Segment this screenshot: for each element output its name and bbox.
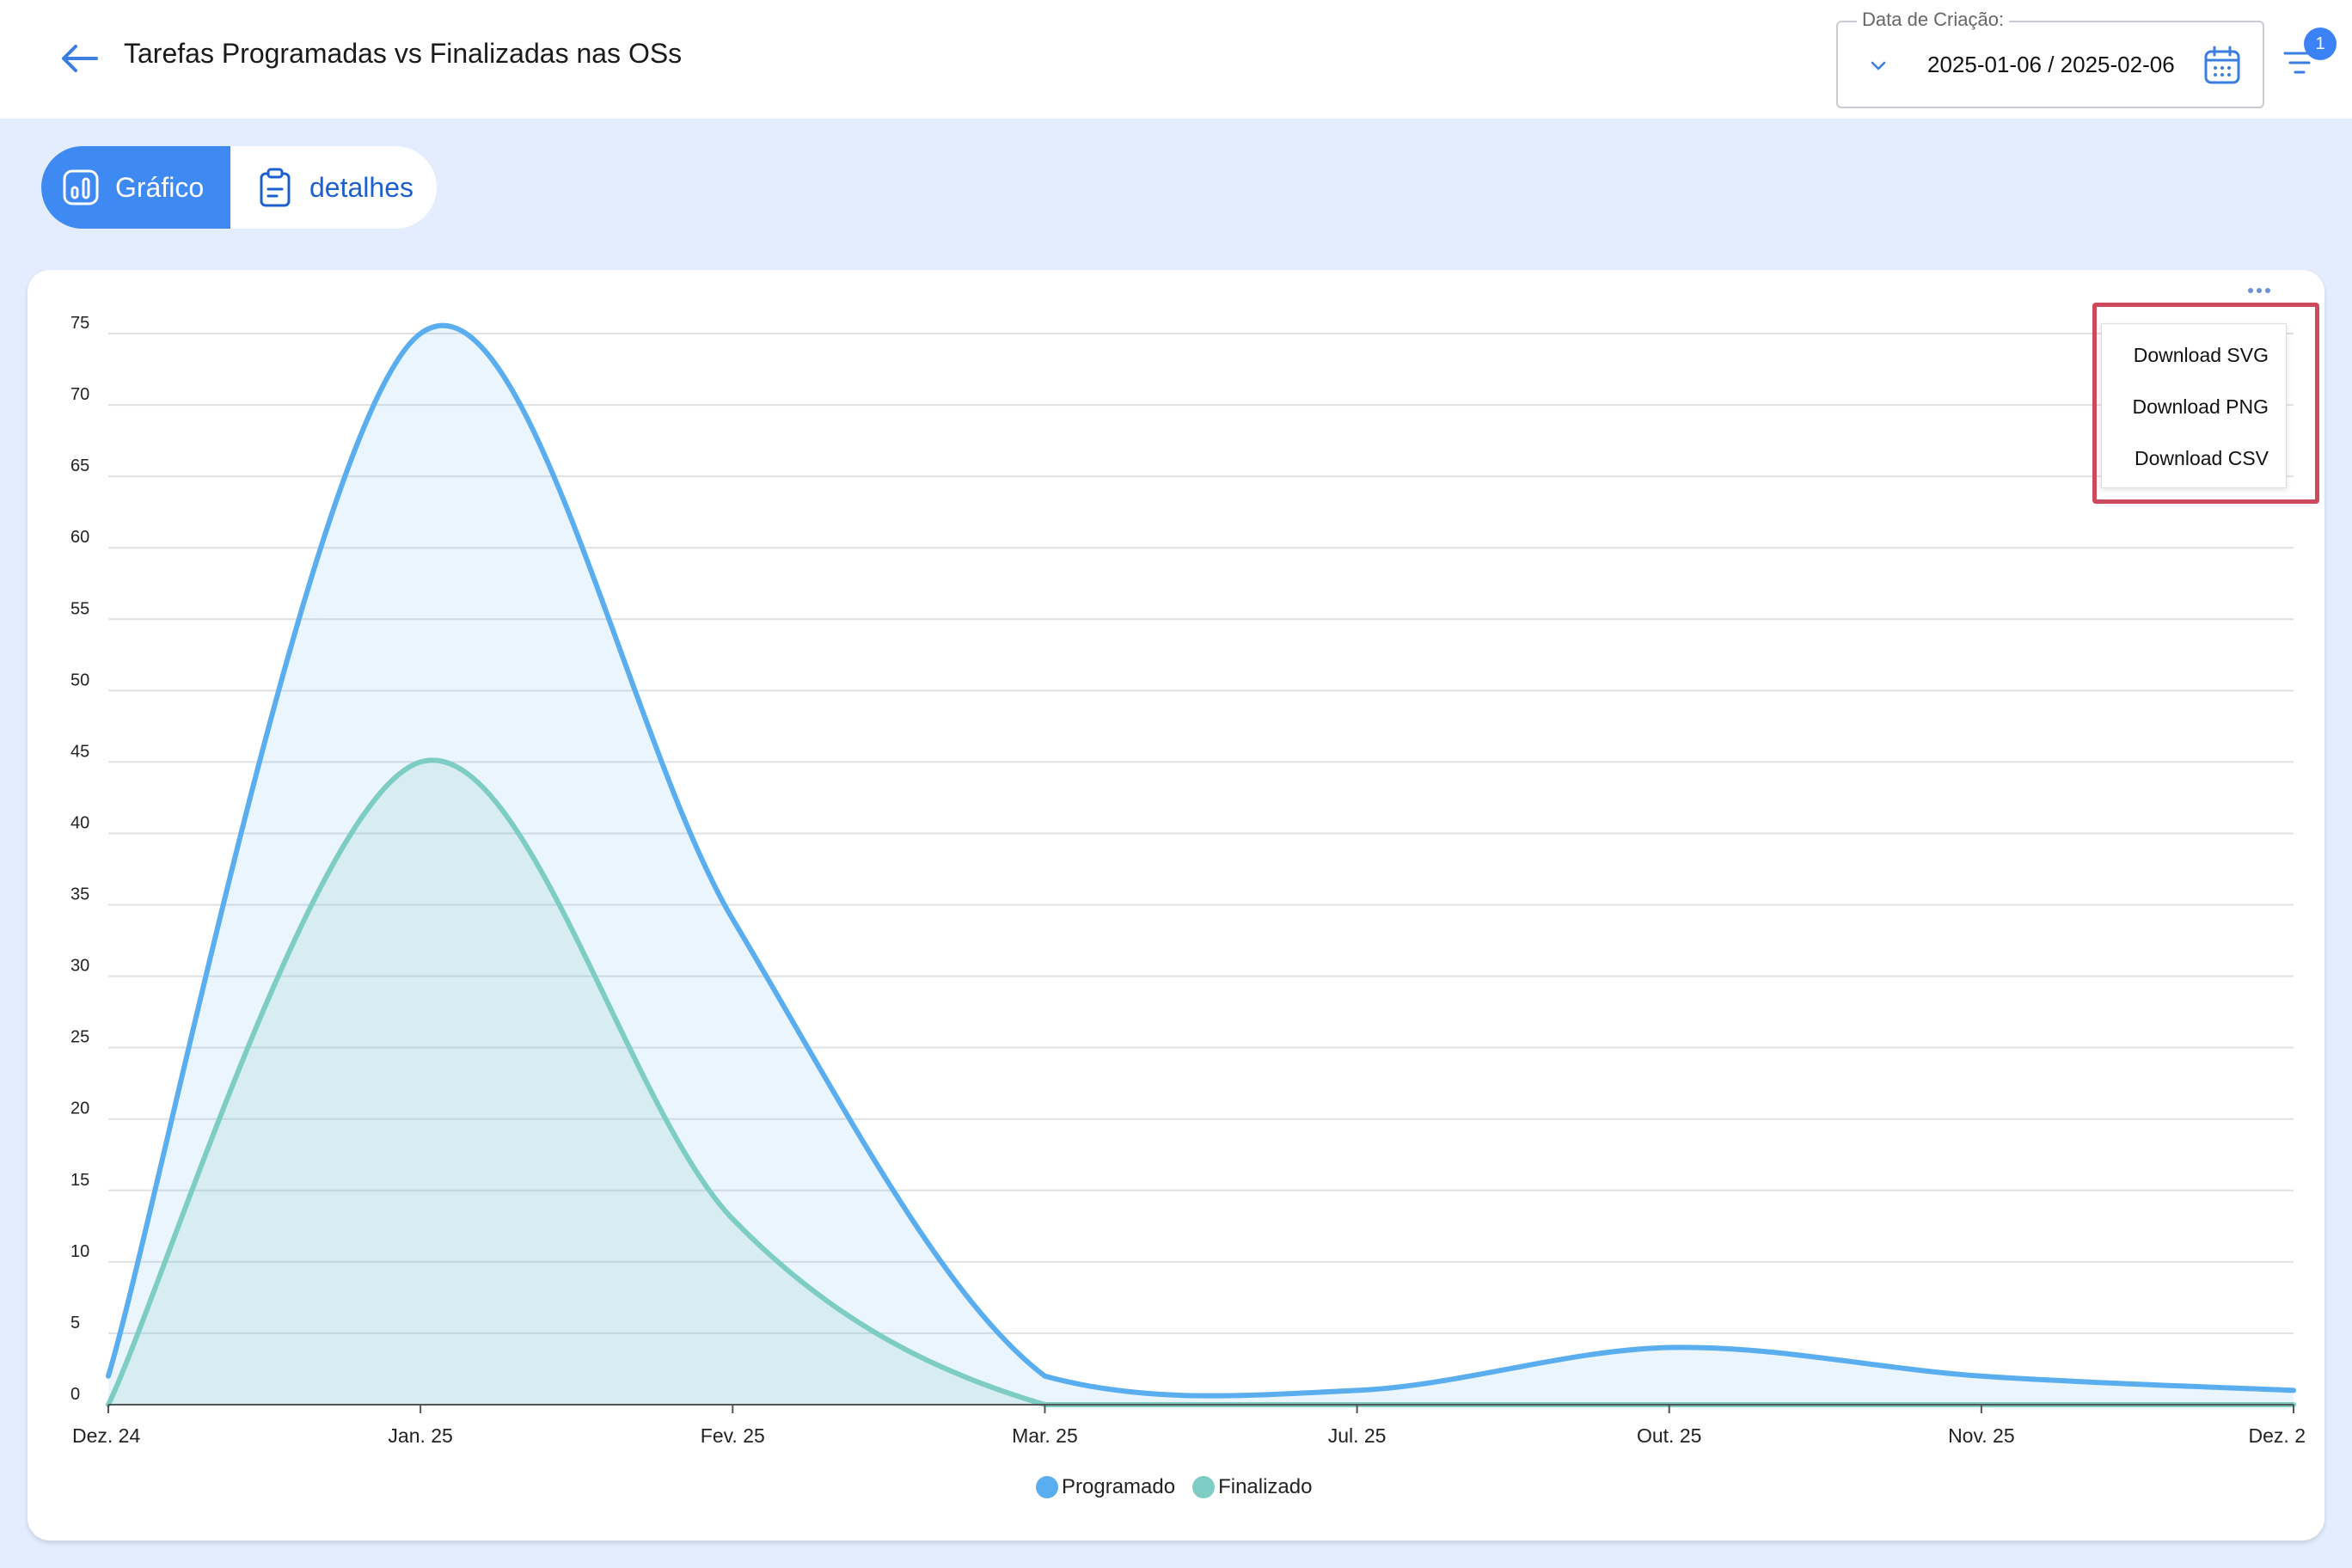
x-tick-label: Dez. 24 (72, 1424, 140, 1447)
legend-item-finalizado[interactable]: Finalizado (1192, 1475, 1312, 1499)
area-programado (108, 325, 2294, 1405)
chart-legend: Programado Finalizado (1036, 1475, 1329, 1499)
tab-detalhes[interactable]: detalhes (230, 146, 437, 229)
y-tick-label: 0 (70, 1385, 80, 1404)
y-tick-label: 10 (70, 1242, 89, 1261)
tab-detalhes-label: detalhes (309, 171, 413, 203)
clipboard-icon (260, 168, 291, 207)
chart-menu-icon[interactable] (2245, 284, 2273, 301)
page-title: Tarefas Programadas vs Finalizadas nas O… (124, 38, 683, 69)
filter-count-badge: 1 (2304, 28, 2337, 60)
bar-chart-icon (63, 169, 99, 205)
y-tick-label: 15 (70, 1171, 89, 1190)
y-tick-label: 45 (70, 742, 89, 761)
top-bar: Tarefas Programadas vs Finalizadas nas O… (0, 0, 2352, 119)
view-tabs: Gráfico detalhes (41, 146, 437, 229)
y-tick-label: 75 (70, 314, 89, 333)
area-finalizado (108, 760, 2294, 1405)
series-line-programado[interactable] (106, 322, 2296, 1399)
x-tick-label: Jan. 25 (388, 1424, 452, 1447)
y-tick-label: 40 (70, 813, 89, 832)
y-tick-label: 30 (70, 957, 89, 976)
date-range-value[interactable]: 2025-01-06 / 2025-02-06 (1927, 52, 2175, 77)
x-tick-label: Nov. 25 (1948, 1424, 2015, 1447)
chevron-down-icon[interactable] (1867, 55, 1890, 77)
y-tick-label: 20 (70, 1099, 89, 1118)
export-menu: Download SVG Download PNG Download CSV (2101, 323, 2287, 488)
arrow-left-icon[interactable] (57, 38, 101, 79)
y-tick-label: 60 (70, 528, 89, 547)
x-tick-label: Mar. 25 (1012, 1424, 1078, 1447)
legend-label-programado: Programado (1062, 1475, 1176, 1498)
date-range-field[interactable]: Data de Criação: 2025-01-06 / 2025-02-06 (1836, 9, 2264, 108)
y-tick-label: 35 (70, 885, 89, 904)
tab-grafico-label: Gráfico (115, 171, 205, 203)
date-field-label: Data de Criação: (1857, 9, 2010, 31)
legend-dot-finalizado (1192, 1476, 1216, 1498)
calendar-icon[interactable] (2202, 45, 2242, 86)
download-png-item[interactable]: Download PNG (2132, 395, 2269, 418)
y-tick-label: 5 (70, 1314, 80, 1332)
download-csv-item[interactable]: Download CSV (2135, 447, 2269, 469)
y-tick-label: 65 (70, 456, 89, 475)
x-tick-label: Out. 25 (1637, 1424, 1701, 1447)
x-tick-label: Dez. 2 (2249, 1424, 2306, 1447)
tab-grafico[interactable]: Gráfico (41, 146, 230, 229)
y-tick-label: 25 (70, 1028, 89, 1047)
x-tick-label: Fev. 25 (701, 1424, 765, 1447)
legend-dot-programado (1036, 1476, 1058, 1498)
download-svg-item[interactable]: Download SVG (2133, 344, 2269, 366)
y-tick-label: 70 (70, 385, 89, 404)
y-tick-label: 50 (70, 671, 89, 689)
legend-label-finalizado: Finalizado (1218, 1475, 1313, 1498)
x-tick-label: Jul. 25 (1328, 1424, 1387, 1447)
y-tick-label: 55 (70, 599, 89, 618)
legend-item-programado[interactable]: Programado (1036, 1475, 1175, 1499)
